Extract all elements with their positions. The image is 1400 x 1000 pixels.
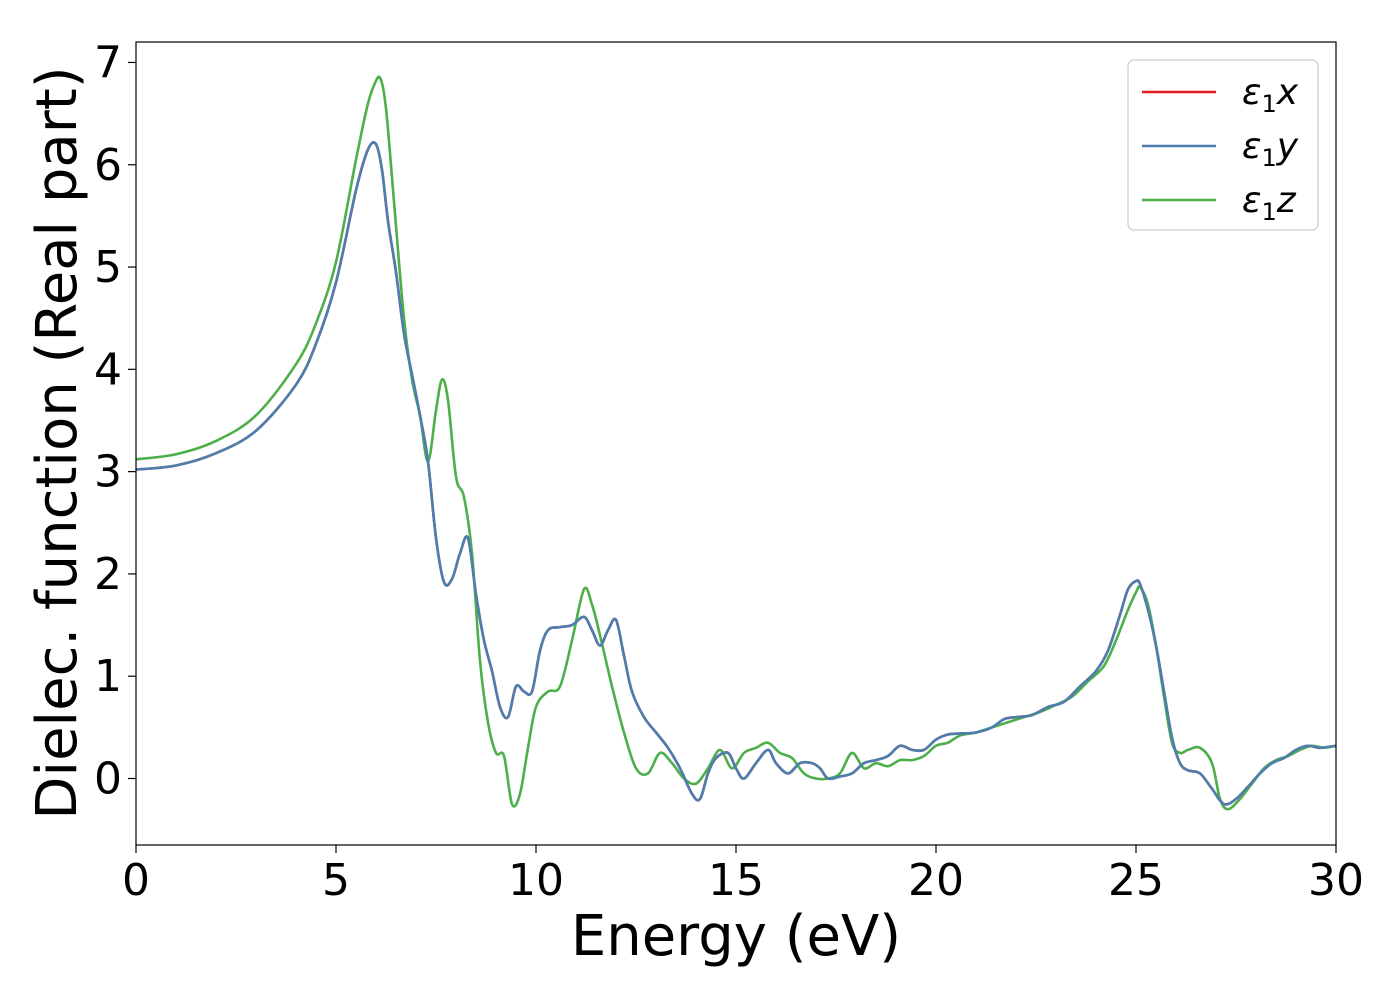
- plot-area: [136, 75, 1336, 811]
- y-tick-label: 3: [94, 447, 122, 498]
- legend-label-x: ε1x: [1242, 72, 1299, 118]
- x-tick-label: 10: [508, 855, 564, 906]
- series-line-x: [136, 141, 1336, 806]
- x-tick-label: 5: [322, 855, 350, 906]
- legend-box: [1127, 59, 1319, 231]
- y-tick-label: 4: [94, 344, 122, 395]
- y-tick-label: 6: [94, 140, 122, 191]
- y-tick-label: 7: [94, 37, 122, 88]
- x-axis: 0 5 10 15 20 25 30: [122, 845, 1364, 906]
- y-tick-label: 5: [94, 242, 122, 293]
- x-axis-label: Energy (eV): [571, 904, 901, 969]
- legend: ε1x ε1y ε1z: [1127, 59, 1319, 231]
- y-tick-label: 2: [94, 549, 122, 600]
- y-axis-label: Dielec. function (Real part): [25, 66, 90, 819]
- x-tick-label: 20: [908, 855, 964, 906]
- x-tick-label: 30: [1308, 855, 1364, 906]
- x-tick-label: 25: [1108, 855, 1164, 906]
- y-tick-label: 1: [94, 651, 122, 702]
- y-axis: 0 1 2 3 4 5 6 7: [94, 37, 136, 805]
- y-tick-label: 0: [94, 754, 122, 805]
- series-line-y: [136, 141, 1336, 806]
- legend-label-y: ε1y: [1242, 126, 1299, 172]
- x-tick-label: 15: [708, 855, 764, 906]
- x-tick-label: 0: [122, 855, 150, 906]
- legend-label-z: ε1z: [1242, 180, 1297, 226]
